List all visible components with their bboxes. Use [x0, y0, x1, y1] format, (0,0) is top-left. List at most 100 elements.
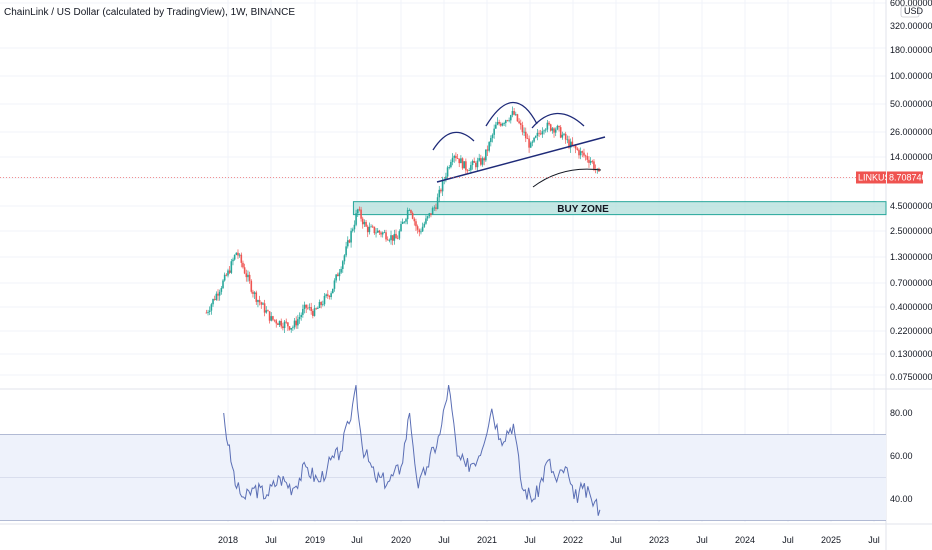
candle-body: [438, 189, 441, 198]
price-tick-label: 4.5000000: [890, 201, 932, 211]
time-tick-label: Jul: [438, 535, 450, 545]
candle-body: [418, 229, 421, 233]
candle: [235, 252, 238, 256]
candle-body: [341, 261, 344, 269]
candle: [283, 319, 286, 334]
candle: [238, 253, 241, 258]
candle-body: [280, 320, 283, 327]
candle-body: [255, 292, 258, 302]
left-shoulder-arc[interactable]: [432, 131, 475, 151]
candle: [218, 289, 221, 301]
candle: [253, 291, 256, 300]
candle: [475, 161, 477, 170]
candle: [543, 129, 545, 135]
time-axis[interactable]: 2018 Jul 2019 Jul 2020 Jul 2021 Jul 2022 Jul 2023 J…: [218, 535, 880, 545]
candle-body: [381, 232, 384, 235]
candle-body: [481, 158, 484, 165]
candle: [393, 229, 396, 245]
candle-body: [217, 293, 219, 296]
neckline[interactable]: [436, 136, 606, 183]
candle-body: [581, 151, 584, 153]
candle-body: [508, 120, 510, 122]
candle-body: [308, 307, 311, 308]
candle: [549, 123, 552, 132]
candle-body: [315, 308, 317, 310]
candle: [348, 239, 351, 244]
candle: [355, 209, 357, 227]
candle-body: [331, 288, 334, 294]
candle-body: [385, 232, 387, 240]
candle-body: [235, 252, 238, 255]
candle: [325, 293, 327, 298]
candle-body: [498, 121, 500, 124]
candle-body: [393, 233, 396, 241]
right-shoulder-arc[interactable]: [531, 112, 585, 129]
candle: [396, 235, 399, 240]
candle-body: [471, 160, 474, 166]
candle: [480, 154, 482, 167]
candle: [581, 150, 584, 158]
candle: [440, 188, 442, 194]
candle: [350, 227, 352, 248]
candle-body: [242, 262, 244, 268]
candle-body: [218, 291, 221, 296]
time-tick-label: 2018: [218, 535, 238, 545]
candle-body: [243, 267, 246, 274]
candle-body: [373, 226, 376, 234]
candle: [508, 117, 510, 123]
candle-body: [400, 224, 402, 232]
price-tag-value: 8.7087460: [889, 172, 932, 182]
candle-body: [596, 168, 599, 170]
candle-body: [466, 170, 469, 172]
candle-body: [248, 274, 251, 281]
candle: [288, 325, 291, 331]
candle: [413, 217, 416, 226]
candle: [400, 221, 402, 232]
candle-body: [260, 302, 263, 305]
candle-body: [358, 209, 361, 211]
support-curve[interactable]: [532, 168, 602, 188]
candle: [297, 314, 299, 329]
candle: [421, 222, 424, 232]
candle-body: [413, 218, 416, 222]
rsi-tick-label: 40.00: [890, 494, 913, 504]
candle: [343, 254, 346, 265]
candle-body: [348, 240, 351, 243]
candle: [388, 238, 391, 243]
candle-body: [277, 323, 279, 325]
candle-body: [536, 132, 539, 137]
candle-body: [238, 254, 241, 256]
candle-body: [503, 123, 505, 124]
head-arc[interactable]: [485, 101, 538, 127]
candle-body: [583, 152, 585, 156]
candle: [295, 316, 298, 329]
buy-zone-rect[interactable]: [352, 201, 887, 216]
candle: [408, 208, 411, 211]
candle: [333, 278, 336, 292]
currency-box[interactable]: [900, 5, 920, 18]
candle: [335, 274, 337, 283]
candle: [514, 111, 517, 116]
candle-body: [465, 161, 467, 171]
candle: [207, 309, 209, 316]
candle-body: [556, 125, 559, 130]
candle-body: [207, 311, 209, 313]
candle: [361, 216, 364, 229]
candle: [416, 224, 419, 234]
candle-body: [293, 320, 296, 328]
candle-body: [253, 292, 256, 294]
candle-body: [420, 231, 422, 233]
candle-body: [518, 121, 520, 124]
candle-body: [410, 210, 412, 214]
candle-body: [391, 235, 394, 241]
candle: [365, 220, 367, 228]
candle: [242, 260, 244, 269]
time-tick-label: Jul: [782, 535, 794, 545]
candle: [268, 311, 271, 324]
candle-body: [205, 312, 208, 314]
candle-body: [232, 259, 234, 262]
time-tick-label: 2023: [649, 535, 669, 545]
